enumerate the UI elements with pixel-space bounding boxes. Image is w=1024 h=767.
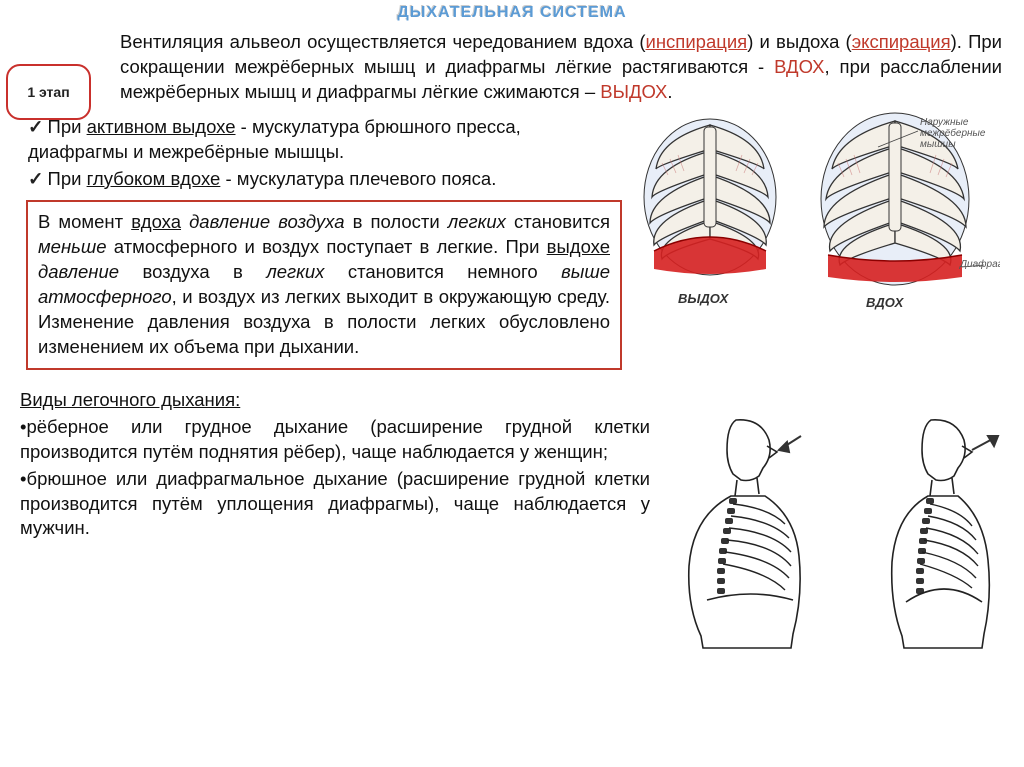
types-title: Виды легочного дыхания: xyxy=(20,388,650,413)
intro-text: . xyxy=(667,81,672,102)
bullet-text: При xyxy=(48,168,87,189)
box-text: легких xyxy=(448,211,506,232)
box-text: меньше xyxy=(38,236,107,257)
box-text: легких xyxy=(266,261,324,282)
term-vydox: ВЫДОХ xyxy=(600,81,667,102)
types-block: Виды легочного дыхания: •рёберное или гр… xyxy=(20,388,650,542)
box-text: давление воздуха xyxy=(181,211,345,232)
pressure-box: В момент вдоха давление воздуха в полост… xyxy=(26,200,622,370)
bullet-list: При активном выдохе - мускулатура брюшно… xyxy=(10,115,606,194)
box-text: становится xyxy=(506,211,610,232)
figure-column: Наружные межрёберные мышцы Диафрагма ВЫД… xyxy=(606,115,1006,194)
main-content: 1 этап Вентиляция альвеол осуществляется… xyxy=(0,26,1024,547)
term-vdox: ВДОХ xyxy=(774,56,824,77)
page-title: ДЫХАТЕЛЬНАЯ СИСТЕМА xyxy=(397,4,626,21)
label-inhale: ВДОХ xyxy=(866,295,905,310)
bullet-item: При активном выдохе - мускулатура брюшно… xyxy=(28,115,606,165)
row-bullets: При активном выдохе - мускулатура брюшно… xyxy=(10,115,1014,194)
box-text: воздуха в xyxy=(119,261,266,282)
box-text: становится немного xyxy=(324,261,561,282)
box-text: давление xyxy=(38,261,119,282)
types-bullet: •брюшное или диафрагмальное дыхание (рас… xyxy=(20,467,650,542)
term-expiration: экспирация xyxy=(852,31,951,52)
bullet-text: - мускулатура плечевого пояса. xyxy=(220,168,496,189)
check-icon xyxy=(28,168,48,189)
stage-label: 1 этап xyxy=(27,84,69,100)
types-bullet: •рёберное или грудное дыхание (расширени… xyxy=(20,415,650,465)
box-text: В момент xyxy=(38,211,131,232)
box-text: в полости xyxy=(345,211,448,232)
intro-text: Вентиляция альвеол осуществляется чередо… xyxy=(120,31,646,52)
bullet-underline: активном выдохе xyxy=(87,116,236,137)
label-exhale: ВЫДОХ xyxy=(678,291,730,306)
body-breathing-figure xyxy=(621,406,1016,656)
label-diaphragm: Диафрагма xyxy=(959,258,1000,270)
box-text: атмосферного и воздух поступает в легкие… xyxy=(107,236,547,257)
intro-paragraph: Вентиляция альвеол осуществляется чередо… xyxy=(120,30,1002,105)
label-muscles: Наружные xyxy=(920,117,969,128)
bullet-underline: глубоком вдохе xyxy=(87,168,221,189)
intro-text: ) и выдоха ( xyxy=(747,31,852,52)
ribcage-figure: Наружные межрёберные мышцы Диафрагма ВЫД… xyxy=(610,111,1000,311)
label-muscles: межрёберные xyxy=(920,127,986,139)
term-inspiration: инспирация xyxy=(646,31,748,52)
bullet-item: При глубоком вдохе - мускулатура плечево… xyxy=(28,167,606,192)
term-vdoha: вдоха xyxy=(131,211,181,232)
term-vydohe: выдохе xyxy=(547,236,610,257)
label-muscles: мышцы xyxy=(920,139,956,150)
stage-badge: 1 этап xyxy=(6,64,91,120)
page-header: ДЫХАТЕЛЬНАЯ СИСТЕМА xyxy=(0,0,1024,26)
